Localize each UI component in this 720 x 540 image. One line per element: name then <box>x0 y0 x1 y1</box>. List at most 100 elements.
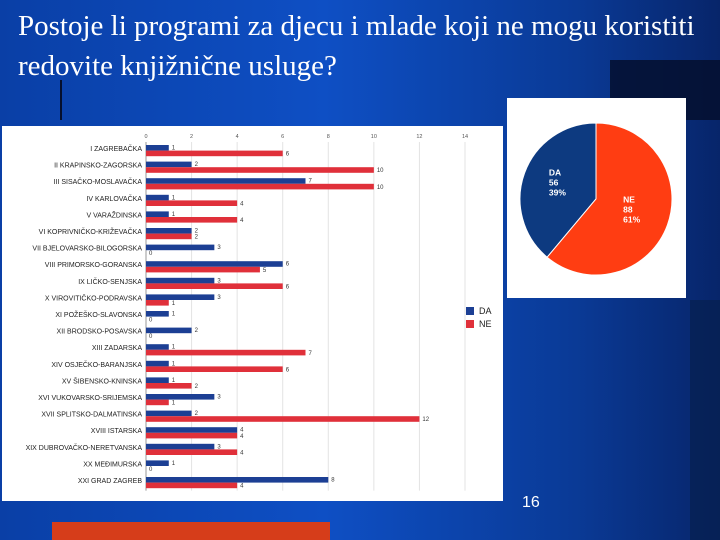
category-label: II KRAPINSKO-ZAGORSKA <box>54 163 142 170</box>
bar-ne <box>146 416 420 422</box>
category-label: XXI GRAD ZAGREB <box>78 478 143 485</box>
pie-slice-da <box>519 122 597 258</box>
bar-da <box>146 460 169 466</box>
legend-swatch-da <box>466 306 474 315</box>
bar-da <box>146 261 283 267</box>
pie-label-name: NE <box>623 195 635 205</box>
bar-ne-value-label: 1 <box>172 401 176 407</box>
bar-ne <box>146 399 169 406</box>
bar-chart-panel: 0 2 4 6 8 10 12 14 I ZAGREBAČKA 1 6 II KRAPINSKO-ZA… <box>2 126 503 501</box>
pie-chart-panel: DA 56 39% NE 88 61% <box>507 98 686 298</box>
bar-ne <box>146 200 238 206</box>
pie-label-name: DA <box>549 167 561 177</box>
bar-da-value-label: 3 <box>217 278 221 284</box>
bar-ne-value-label: 0 <box>149 251 153 257</box>
category-label: XX MEĐIMURSKA <box>83 461 142 468</box>
bar-da-value-label: 2 <box>195 411 199 417</box>
bar-da <box>146 327 192 334</box>
bar-da <box>146 178 306 184</box>
bar-ne <box>146 266 260 273</box>
bar-ne <box>146 150 283 157</box>
bar-ne-value-label: 0 <box>149 318 153 324</box>
bar-ne <box>146 217 238 223</box>
bar-ne <box>146 300 169 306</box>
x-tick-label: 4 <box>236 134 239 140</box>
bar-da <box>146 311 169 317</box>
bar-da-value-label: 2 <box>195 162 199 168</box>
bar-ne-value-label: 4 <box>240 484 244 490</box>
category-label: III SISAČKO-MOSLAVAČKA <box>54 177 143 186</box>
x-tick-label: 2 <box>190 134 193 140</box>
category-label: V VARAŽDINSKA <box>87 210 143 219</box>
bar-da <box>146 194 169 201</box>
category-label: XII BRODSKO-POSAVSKA <box>57 329 143 336</box>
category-label: XIII ZADARSKA <box>92 345 143 352</box>
bar-da <box>146 443 215 450</box>
bar-ne-value-label: 4 <box>240 218 244 224</box>
bar-da-value-label: 1 <box>172 195 176 201</box>
bar-da <box>146 145 169 151</box>
bar-da <box>146 377 169 383</box>
bar-da <box>146 410 192 417</box>
bar-ne-value-label: 10 <box>377 185 384 191</box>
pie-label-value: 88 <box>623 205 633 215</box>
bar-ne-value-label: 12 <box>422 417 429 423</box>
category-label: XVII SPLITSKO-DALMATINSKA <box>41 412 142 419</box>
bar-ne-value-label: 6 <box>286 152 290 158</box>
legend-label-ne: NE <box>479 318 492 329</box>
category-label: XVI VUKOVARSKO-SRIJEMSKA <box>38 395 142 402</box>
pie-label-percent: 39% <box>549 187 566 197</box>
category-label: XI POŽEŠKO-SLAVONSKA <box>55 310 142 319</box>
bar-ne <box>146 167 374 173</box>
bar-da <box>146 277 215 284</box>
x-tick-label: 0 <box>144 134 147 140</box>
bar-ne-value-label: 10 <box>377 168 384 174</box>
category-label: IV KARLOVAČKA <box>86 194 142 203</box>
legend-label-da: DA <box>479 305 492 316</box>
bar-ne <box>146 349 306 356</box>
category-label: XV ŠIBENSKO-KNINSKA <box>62 376 142 385</box>
bar-da <box>146 294 215 300</box>
bar-ne-value-label: 1 <box>172 301 176 307</box>
bar-da <box>146 394 215 400</box>
pie-slice-ne <box>546 122 673 276</box>
x-tick-label: 8 <box>327 134 330 140</box>
bar-da <box>146 228 192 234</box>
bar-da-value-label: 1 <box>172 312 176 318</box>
bar-ne-value-label: 5 <box>263 268 267 274</box>
bar-ne <box>146 482 238 489</box>
bar-da-value-label: 1 <box>172 361 176 367</box>
legend-item-da: DA <box>466 304 492 317</box>
page-number: 16 <box>522 494 540 511</box>
bar-ne <box>146 432 238 439</box>
bar-da-value-label: 3 <box>217 395 221 401</box>
category-label: IX LIČKO-SENJSKA <box>78 277 142 286</box>
bar-da-value-label: 7 <box>309 179 313 185</box>
category-label: VII BJELOVARSKO-BILOGORSKA <box>32 246 142 253</box>
bar-ne-value-label: 0 <box>149 467 153 473</box>
bar-ne <box>146 233 192 240</box>
bar-ne <box>146 449 238 455</box>
bar-ne-value-label: 7 <box>309 351 313 357</box>
bar-da-value-label: 2 <box>195 229 199 235</box>
bar-da-value-label: 1 <box>172 378 176 384</box>
bar-da <box>146 211 169 217</box>
bar-ne-value-label: 6 <box>286 367 290 373</box>
bar-ne <box>146 183 374 190</box>
bar-da-value-label: 2 <box>195 328 199 334</box>
bar-da-value-label: 3 <box>217 444 221 450</box>
x-tick-label: 10 <box>371 134 377 140</box>
bar-da-value-label: 1 <box>172 212 176 218</box>
bar-da-value-label: 1 <box>172 345 176 351</box>
legend-item-ne: NE <box>466 317 492 330</box>
pie-label-percent: 61% <box>623 215 640 225</box>
bar-ne <box>146 366 283 372</box>
category-label: XIX DUBROVAČKO-NERETVANSKA <box>26 443 143 452</box>
bar-da-value-label: 1 <box>172 146 176 152</box>
bar-ne-value-label: 0 <box>149 334 153 340</box>
bar-ne-value-label: 4 <box>240 201 244 207</box>
bar-da <box>146 477 329 483</box>
